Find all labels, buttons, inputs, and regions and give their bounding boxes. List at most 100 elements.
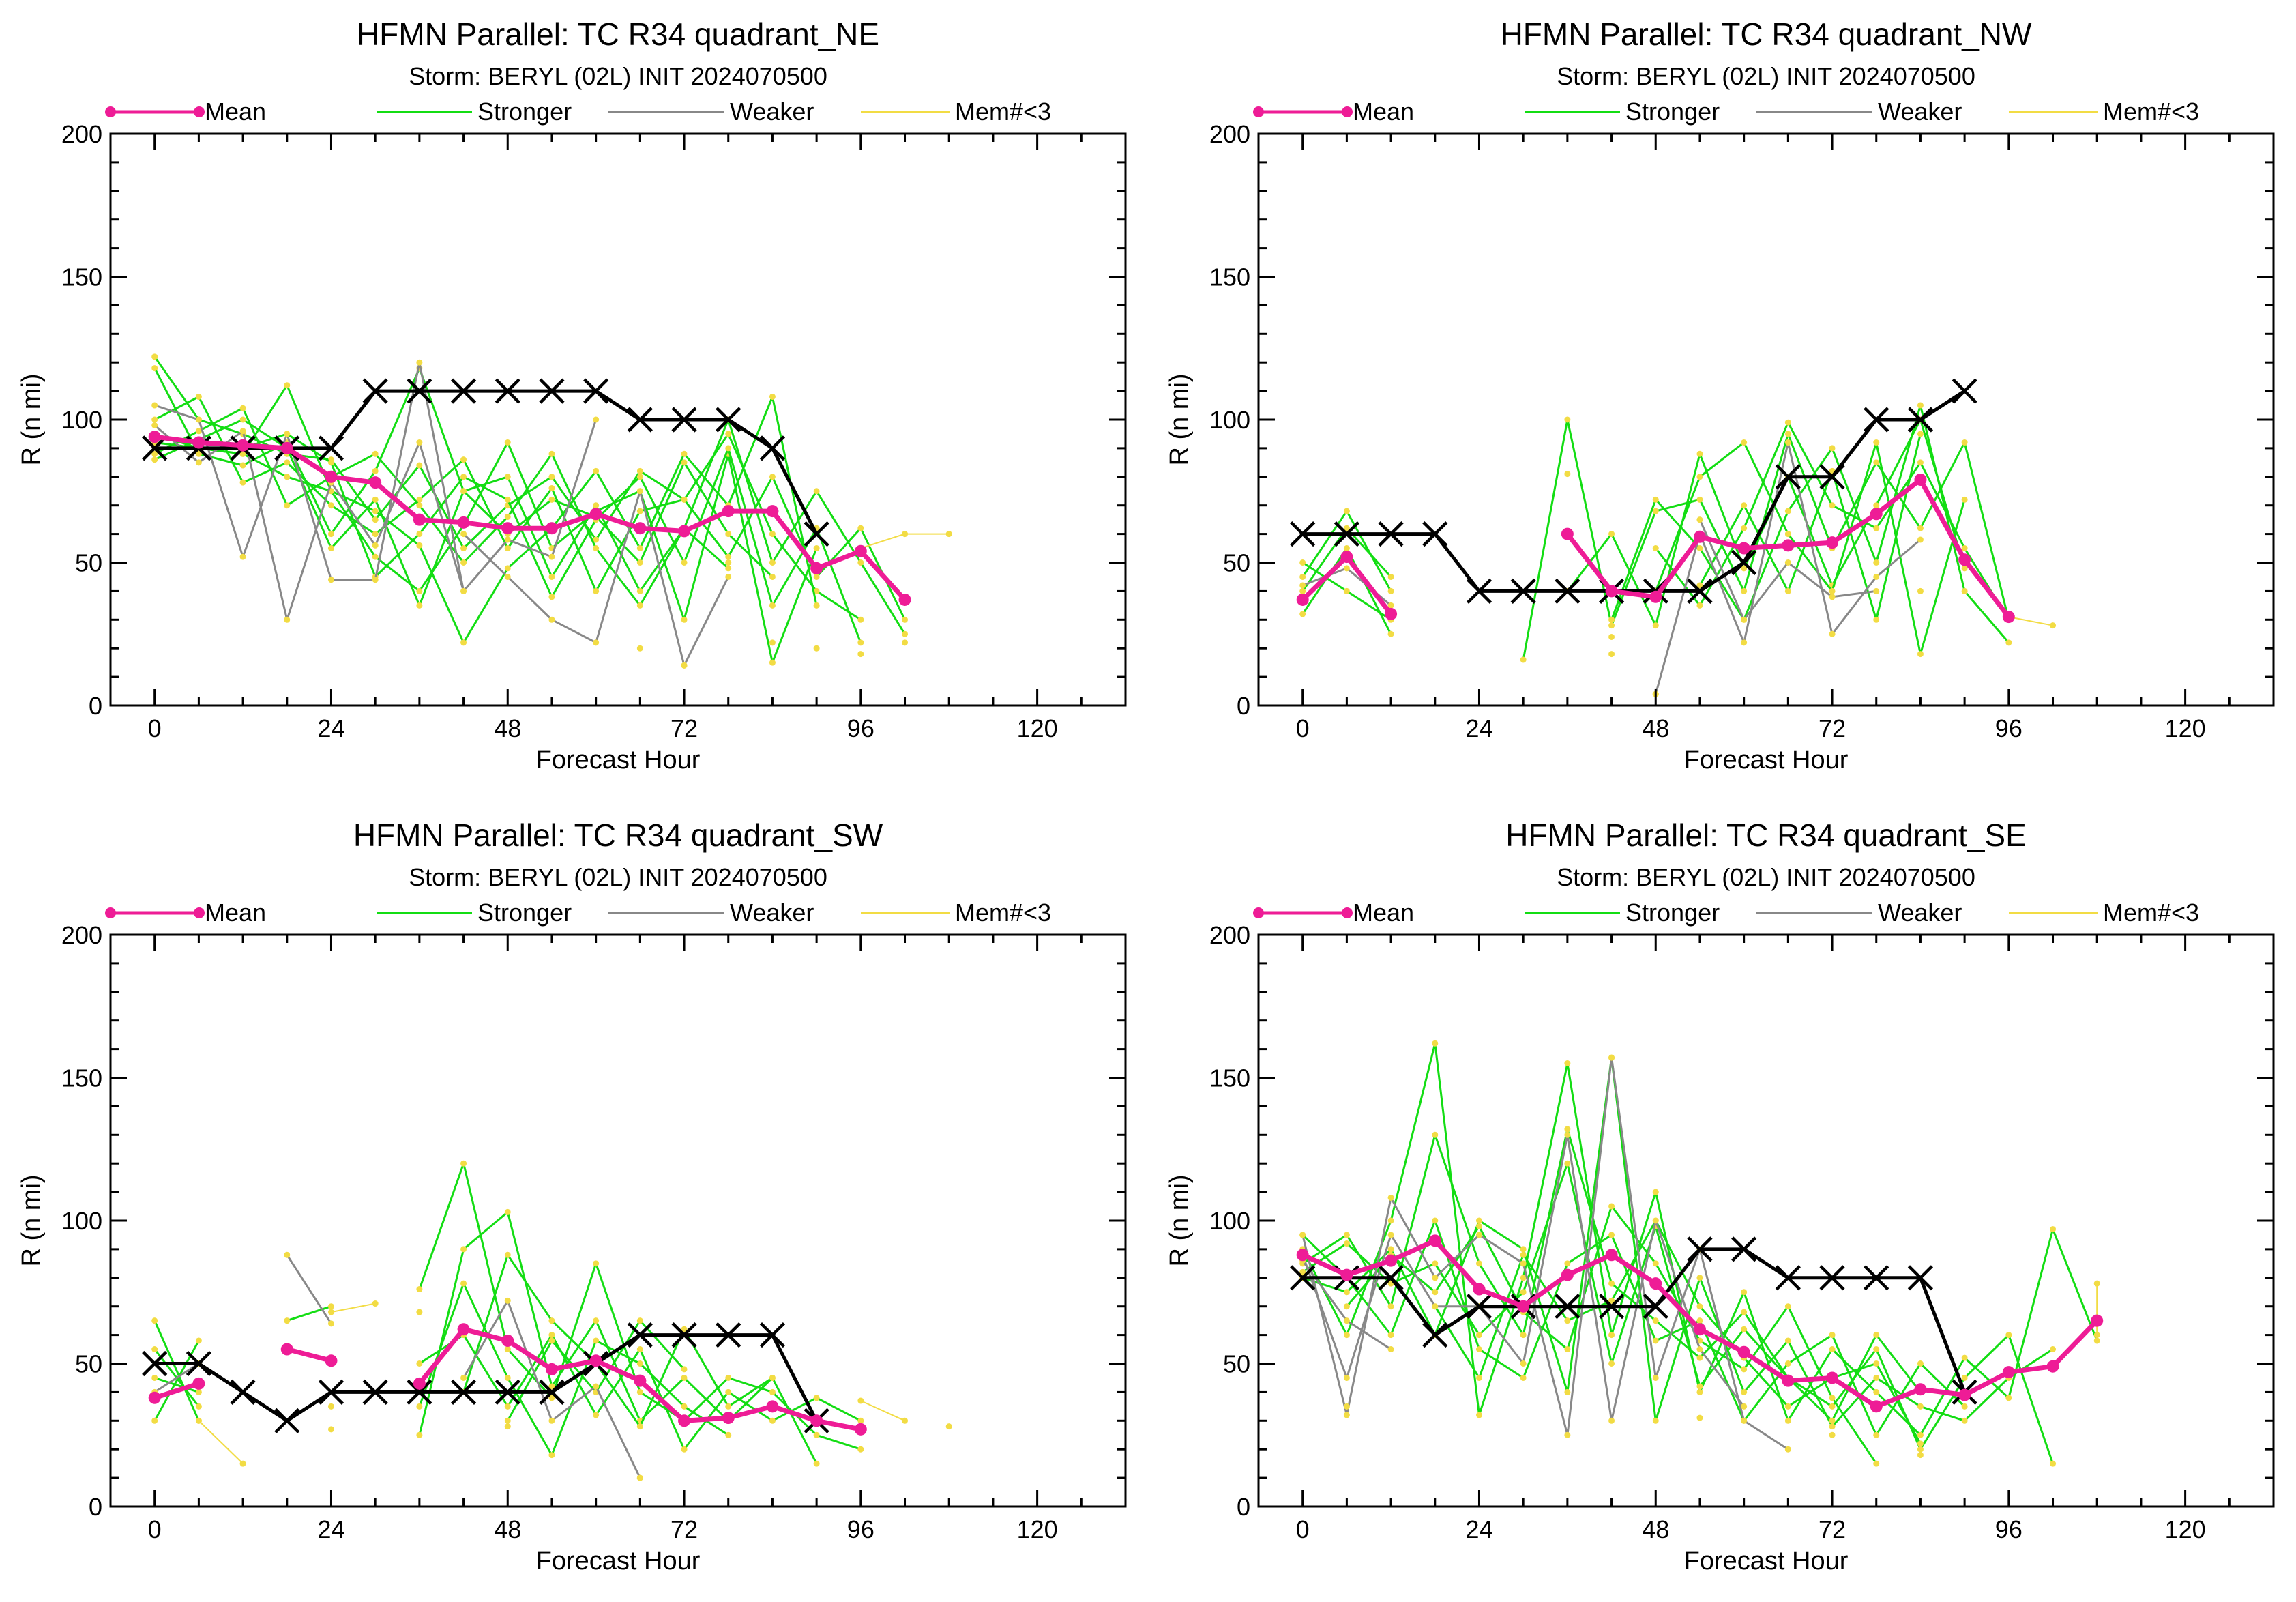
mean-point (1473, 1283, 1486, 1296)
best-track-marker (362, 378, 388, 404)
chart-title: HFMN Parallel: TC R34 quadrant_NE (357, 16, 879, 52)
member-line-weaker (1301, 1056, 1789, 1451)
best-track-marker (671, 407, 697, 433)
member-point (1520, 1360, 1527, 1367)
member-point (593, 1260, 600, 1267)
member-point (548, 1395, 555, 1401)
member-line-stronger (1301, 1042, 2098, 1436)
mean-point (810, 562, 823, 574)
member-point (1784, 1360, 1791, 1367)
mean-point (766, 505, 779, 518)
mean-point (501, 522, 514, 535)
best-track-marker (1687, 578, 1713, 604)
y-tick-label: 0 (89, 1493, 102, 1521)
best-track-marker (1422, 1322, 1448, 1348)
member-point (284, 1317, 291, 1324)
member-line-stronger (153, 367, 906, 635)
member-point (945, 1423, 952, 1430)
x-axis-label: Forecast Hour (536, 1547, 701, 1575)
best-track-line (154, 1333, 819, 1423)
member-point (1652, 508, 1659, 514)
member-point (239, 479, 246, 486)
mean-point (148, 1391, 161, 1404)
member-point (681, 662, 688, 669)
mean-point (1385, 1254, 1398, 1267)
member-point (2050, 1226, 2057, 1233)
member-point (2050, 622, 2057, 629)
member-line-stronger (1302, 1056, 2054, 1428)
member-point (1343, 545, 1350, 552)
member-point (1343, 1240, 1350, 1247)
x-tick-label: 48 (494, 1515, 521, 1543)
member-point (1741, 439, 1748, 446)
member-point (769, 602, 776, 609)
member-point (1475, 1217, 1482, 1224)
legend-label-0: Mean (1353, 899, 1414, 927)
member-point (636, 545, 643, 552)
member-point (504, 1346, 511, 1353)
member-point (593, 1412, 600, 1418)
member-point (1475, 1232, 1482, 1238)
member-point (1299, 611, 1306, 617)
member-line-stronger (286, 1305, 332, 1322)
member-point (813, 602, 820, 609)
mean-point (457, 516, 470, 529)
member-point (1873, 559, 1880, 566)
best-track-marker (1819, 464, 1845, 490)
member-point (769, 1417, 776, 1424)
member-point (857, 1397, 864, 1404)
member-point (636, 508, 643, 514)
member-point (1961, 587, 1968, 594)
x-tick-label: 72 (671, 714, 698, 742)
chart-subtitle: Storm: BERYL (02L) INIT 2024070500 (409, 863, 827, 891)
member-point (151, 456, 158, 463)
member-point (1608, 1360, 1615, 1367)
member-point (1873, 616, 1880, 623)
best-track-marker (1775, 1265, 1801, 1291)
member-point (327, 577, 334, 583)
mean-point (678, 1414, 691, 1427)
member-point (1696, 450, 1703, 457)
member-point (1520, 1374, 1527, 1381)
x-axis-label: Forecast Hour (1684, 1547, 1849, 1575)
member-point (1873, 459, 1880, 466)
legend-label-0: Mean (205, 98, 266, 126)
member-point (460, 474, 467, 480)
best-track-marker (1952, 378, 1977, 404)
mean-point (722, 1412, 735, 1425)
member-point (1564, 1431, 1571, 1438)
member-line-stronger (418, 1210, 818, 1464)
member-point (1829, 1332, 1836, 1339)
member-line-weaker (153, 1363, 200, 1393)
y-tick-label: 150 (61, 263, 102, 291)
member-point (504, 496, 511, 503)
plot-area (1290, 378, 2057, 697)
best-track-marker (583, 378, 609, 404)
best-track-marker (627, 407, 653, 433)
member-point (460, 587, 467, 594)
member-point (1917, 431, 1924, 437)
y-tick-label: 150 (61, 1064, 102, 1092)
x-tick-label: 120 (1017, 1515, 1058, 1543)
member-point (151, 1317, 158, 1324)
member-point (1520, 1332, 1527, 1339)
legend-marker (1342, 106, 1353, 117)
member-line-weaker (286, 1254, 332, 1324)
member-point (681, 450, 688, 457)
member-point (195, 428, 202, 435)
member-point (1387, 1346, 1394, 1353)
mean-point (589, 508, 602, 521)
member-point (1608, 616, 1615, 623)
member-point (1784, 1417, 1791, 1424)
best-track-marker (495, 378, 520, 404)
member-point (372, 1300, 379, 1307)
legend: Mean Stronger Weaker Mem#<3 (105, 98, 1051, 126)
y-tick-label: 150 (1209, 1064, 1250, 1092)
member-point (1741, 1326, 1748, 1332)
member-point (1387, 1303, 1394, 1310)
member-point (1652, 1337, 1659, 1344)
mean-point (457, 1323, 470, 1336)
member-point (769, 639, 776, 646)
member-point (1741, 587, 1748, 594)
axes-frame (1257, 132, 2275, 707)
